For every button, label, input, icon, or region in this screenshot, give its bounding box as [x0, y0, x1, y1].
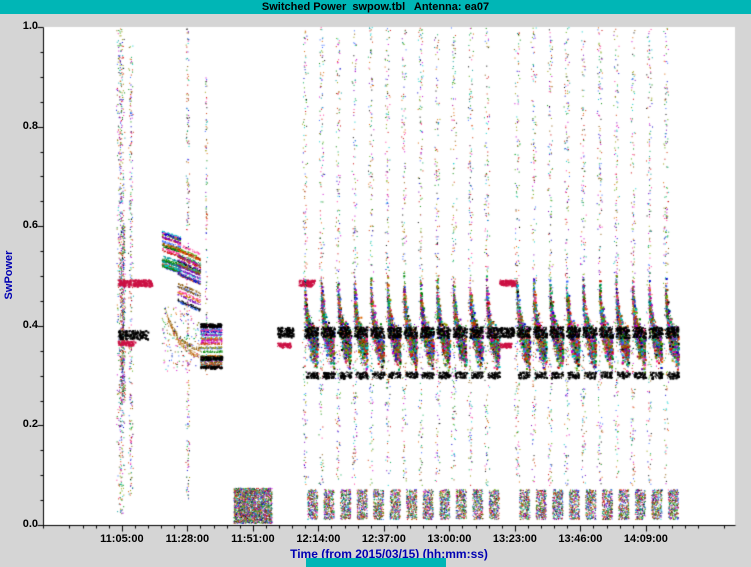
footer-accent-bar	[305, 558, 446, 567]
window-title-bar: Switched Power swpow.tbl Antenna: ea07	[0, 0, 751, 14]
